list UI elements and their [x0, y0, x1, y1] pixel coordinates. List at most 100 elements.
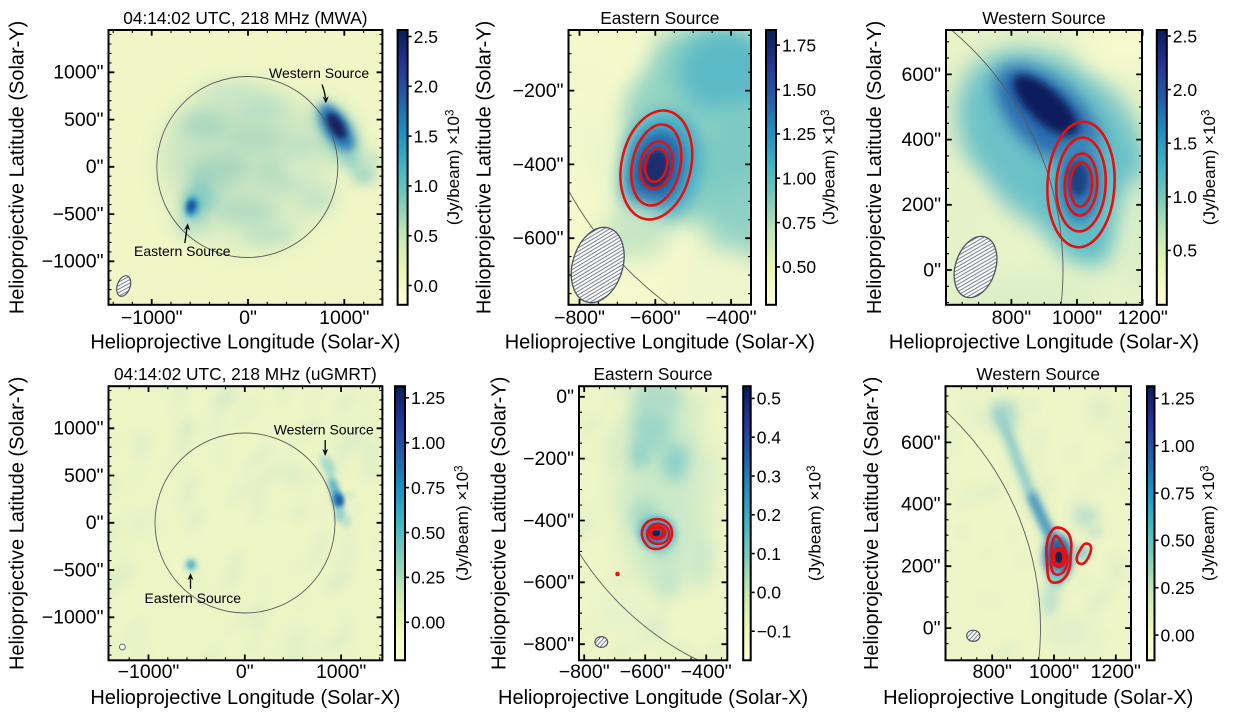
- svg-text:Helioprojective Latitude (Sola: Helioprojective Latitude (Solar-Y): [489, 377, 511, 670]
- svg-text:Helioprojective Latitude (Sola: Helioprojective Latitude (Solar-Y): [864, 21, 886, 314]
- svg-text:1.00: 1.00: [1161, 436, 1195, 456]
- svg-text:400": 400": [902, 129, 942, 151]
- svg-text:1.50: 1.50: [782, 80, 816, 100]
- svg-text:1000": 1000": [316, 661, 366, 683]
- svg-text:−400": −400": [706, 307, 757, 329]
- svg-text:Western Source: Western Source: [976, 364, 1100, 384]
- svg-text:−600": −600": [620, 661, 671, 683]
- svg-text:Helioprojective Latitude (Sola: Helioprojective Latitude (Solar-Y): [7, 21, 29, 314]
- svg-text:0.4: 0.4: [757, 428, 782, 448]
- svg-text:1.00: 1.00: [411, 433, 445, 453]
- svg-text:(Jy/beam) ×103: (Jy/beam) ×103: [820, 110, 839, 226]
- svg-text:1000": 1000": [53, 418, 103, 440]
- svg-text:(Jy/beam) ×103: (Jy/beam) ×103: [806, 465, 825, 581]
- svg-text:Helioprojective Latitude (Sola: Helioprojective Latitude (Solar-Y): [861, 377, 883, 670]
- svg-text:0.50: 0.50: [411, 523, 445, 543]
- svg-text:Helioprojective Latitude (Sola: Helioprojective Latitude (Solar-Y): [474, 21, 496, 314]
- svg-text:−1000": −1000": [42, 251, 104, 273]
- svg-text:(Jy/beam) ×103: (Jy/beam) ×103: [444, 110, 463, 226]
- svg-text:0.00: 0.00: [1161, 625, 1195, 645]
- svg-text:−200": −200": [523, 448, 574, 470]
- svg-text:Helioprojective Longitude (Sol: Helioprojective Longitude (Solar-X): [889, 332, 1199, 354]
- svg-text:0.2: 0.2: [757, 505, 781, 525]
- svg-text:−800": −800": [559, 661, 610, 683]
- svg-text:−1000": −1000": [118, 661, 180, 683]
- svg-text:Western Source: Western Source: [274, 421, 374, 437]
- svg-text:04:14:02 UTC, 218 MHz (uGMRT): 04:14:02 UTC, 218 MHz (uGMRT): [114, 364, 377, 384]
- svg-text:0.50: 0.50: [1161, 531, 1195, 551]
- svg-text:(Jy/beam) ×103: (Jy/beam) ×103: [1200, 110, 1219, 226]
- svg-text:−200": −200": [513, 80, 564, 102]
- svg-text:Eastern Source: Eastern Source: [145, 590, 242, 606]
- svg-text:800": 800": [992, 307, 1032, 329]
- svg-text:Western Source: Western Source: [269, 65, 369, 81]
- svg-text:2.5: 2.5: [1173, 26, 1197, 46]
- svg-text:2.0: 2.0: [414, 77, 439, 97]
- svg-text:−600": −600": [630, 307, 681, 329]
- svg-text:Eastern Source: Eastern Source: [600, 8, 719, 28]
- svg-text:−600": −600": [513, 228, 564, 250]
- svg-text:0.5: 0.5: [757, 389, 781, 409]
- svg-text:1.0: 1.0: [414, 176, 439, 196]
- svg-text:(Jy/beam) ×103: (Jy/beam) ×103: [453, 465, 472, 581]
- svg-text:500": 500": [64, 109, 104, 131]
- svg-text:1200": 1200": [1091, 661, 1141, 683]
- svg-text:0": 0": [236, 661, 254, 683]
- svg-text:−500": −500": [53, 559, 104, 581]
- svg-text:1.5: 1.5: [1173, 134, 1197, 154]
- svg-text:1000": 1000": [1029, 661, 1079, 683]
- svg-text:1000": 1000": [53, 62, 103, 84]
- svg-text:1.5: 1.5: [414, 126, 438, 146]
- svg-text:1.25: 1.25: [782, 124, 816, 144]
- svg-text:Eastern Source: Eastern Source: [594, 364, 713, 384]
- svg-text:600": 600": [902, 64, 942, 86]
- svg-text:−0.1: −0.1: [757, 622, 792, 642]
- svg-text:1.75: 1.75: [782, 35, 816, 55]
- svg-text:0.0: 0.0: [757, 583, 782, 603]
- svg-text:1.25: 1.25: [411, 388, 445, 408]
- svg-text:0": 0": [923, 259, 941, 281]
- svg-text:Helioprojective Longitude (Sol: Helioprojective Longitude (Solar-X): [90, 332, 400, 354]
- svg-text:Eastern Source: Eastern Source: [134, 243, 231, 259]
- svg-text:(Jy/beam) ×103: (Jy/beam) ×103: [1199, 465, 1218, 581]
- svg-text:400": 400": [901, 494, 941, 516]
- svg-text:Helioprojective Longitude (Sol: Helioprojective Longitude (Solar-X): [90, 687, 400, 709]
- svg-text:Helioprojective Latitude (Sola: Helioprojective Latitude (Solar-Y): [7, 377, 29, 670]
- svg-text:0.25: 0.25: [1161, 578, 1195, 598]
- svg-text:Western Source: Western Source: [982, 8, 1106, 28]
- svg-text:1000": 1000": [319, 307, 369, 329]
- svg-text:2.0: 2.0: [1173, 80, 1198, 100]
- svg-text:0.50: 0.50: [782, 257, 816, 277]
- svg-text:−400": −400": [513, 154, 564, 176]
- svg-text:0.0: 0.0: [414, 276, 439, 296]
- svg-text:0": 0": [556, 386, 574, 408]
- svg-text:Helioprojective Longitude (Sol: Helioprojective Longitude (Solar-X): [505, 332, 815, 354]
- svg-text:0.5: 0.5: [1173, 241, 1197, 261]
- svg-text:0.25: 0.25: [411, 568, 445, 588]
- svg-text:−800": −800": [523, 634, 574, 656]
- svg-text:600": 600": [901, 432, 941, 454]
- svg-text:0": 0": [239, 307, 257, 329]
- svg-text:−1000": −1000": [42, 607, 104, 629]
- svg-text:500": 500": [64, 465, 104, 487]
- svg-text:0.00: 0.00: [411, 613, 445, 633]
- svg-text:0": 0": [923, 618, 941, 640]
- svg-text:0.5: 0.5: [414, 226, 438, 246]
- svg-text:1.00: 1.00: [782, 169, 816, 189]
- svg-text:0.3: 0.3: [757, 466, 781, 486]
- svg-text:1000": 1000": [1052, 307, 1102, 329]
- svg-text:−1000": −1000": [121, 307, 183, 329]
- svg-text:1.25: 1.25: [1161, 389, 1195, 409]
- svg-text:1200": 1200": [1117, 307, 1167, 329]
- svg-text:−500": −500": [53, 204, 104, 226]
- svg-text:200": 200": [901, 556, 941, 578]
- svg-text:0": 0": [86, 512, 104, 534]
- svg-text:−800": −800": [554, 307, 605, 329]
- svg-text:−400": −400": [523, 510, 574, 532]
- svg-text:Helioprojective Longitude (Sol: Helioprojective Longitude (Solar-X): [883, 687, 1193, 709]
- svg-text:800": 800": [972, 661, 1012, 683]
- svg-text:200": 200": [902, 194, 942, 216]
- svg-text:0.75: 0.75: [1161, 483, 1195, 503]
- svg-text:0.75: 0.75: [411, 478, 445, 498]
- svg-text:−600": −600": [523, 572, 574, 594]
